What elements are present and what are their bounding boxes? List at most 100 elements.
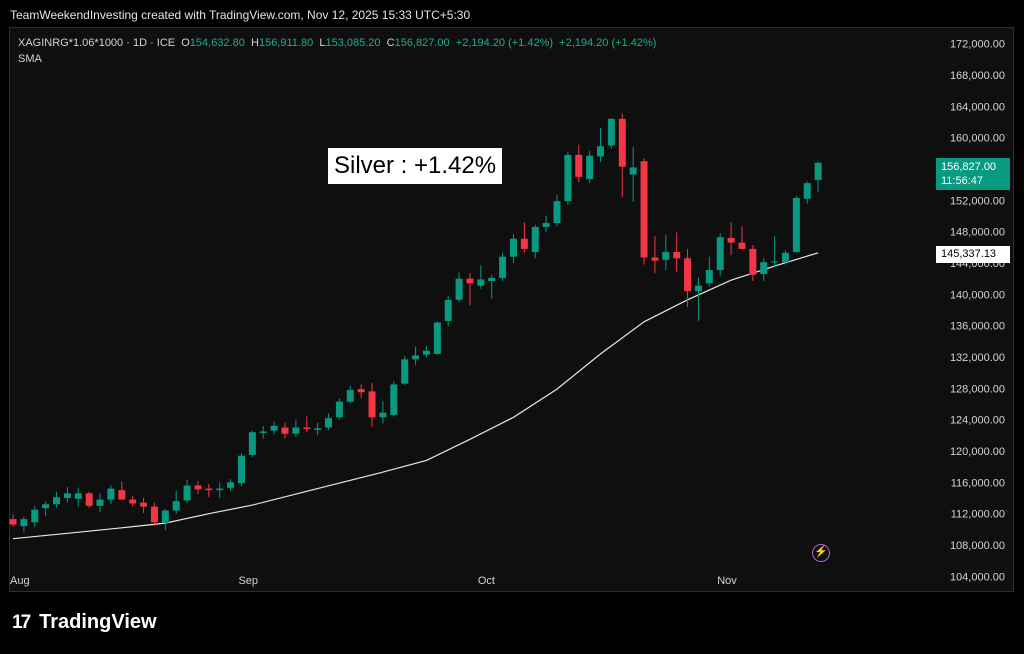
last-price-tag: 156,827.00 11:56:47: [936, 158, 1010, 190]
candle-body: [107, 488, 115, 500]
candle-body: [607, 118, 615, 146]
candle-body: [368, 391, 376, 418]
candle-body: [771, 261, 779, 263]
y-tick-label: 160,000.00: [950, 133, 1005, 145]
candle-body: [531, 226, 539, 253]
candle-body: [814, 162, 822, 180]
y-tick-label: 104,000.00: [950, 571, 1005, 583]
y-tick-label: 128,000.00: [950, 383, 1005, 395]
candle-body: [749, 248, 757, 275]
candle-body: [20, 519, 28, 527]
candle-body: [346, 389, 354, 402]
candle-body: [85, 493, 93, 506]
candle-body: [433, 322, 441, 354]
candle-body: [303, 427, 311, 430]
candle-body: [422, 350, 430, 355]
sma-indicator-label[interactable]: SMA: [18, 53, 42, 65]
bar-countdown: 11:56:47: [941, 175, 984, 187]
candle-body: [335, 401, 343, 418]
sma-line: [12, 252, 819, 540]
candle-body: [760, 262, 768, 274]
candle-body: [716, 237, 724, 271]
candle-body: [270, 425, 278, 431]
x-tick-label: Nov: [717, 575, 737, 587]
symbol-label: XAGINRG*1.06*1000 · 1D · ICE: [18, 37, 176, 49]
candle-body: [401, 359, 409, 384]
candle-body: [42, 504, 50, 509]
candle-body: [738, 242, 746, 249]
y-tick-label: 172,000.00: [950, 39, 1005, 51]
y-tick-label: 108,000.00: [950, 540, 1005, 552]
candle-body: [629, 167, 637, 175]
candle-body: [53, 497, 61, 505]
candle-body: [553, 201, 561, 224]
open-label: O: [181, 37, 190, 49]
y-tick-label: 140,000.00: [950, 289, 1005, 301]
y-tick-label: 132,000.00: [950, 352, 1005, 364]
candle-body: [216, 488, 224, 491]
candle-body: [618, 118, 626, 167]
last-price-value: 156,827.00: [941, 161, 997, 173]
sma-value-tag: 145,337.13: [936, 246, 1010, 263]
y-tick-label: 112,000.00: [951, 509, 1005, 521]
candle-body: [727, 237, 735, 243]
candle-body: [161, 510, 169, 524]
candle-body: [803, 183, 811, 199]
candle-body: [662, 252, 670, 260]
candle-body: [455, 278, 463, 300]
candle-body: [390, 384, 398, 415]
candle-body: [292, 427, 300, 434]
candle-body: [118, 490, 126, 500]
low-label: L: [319, 37, 326, 49]
candle-body: [651, 257, 659, 261]
candle-body: [684, 258, 692, 292]
x-tick-label: Sep: [238, 575, 258, 587]
y-tick-label: 152,000.00: [950, 195, 1005, 207]
candle-body: [575, 154, 583, 177]
close-label: C: [386, 37, 395, 49]
close-value: 156,827.00: [394, 37, 450, 49]
annotation-box[interactable]: Silver : +1.42%: [328, 148, 503, 184]
candle-body: [694, 285, 702, 292]
tradingview-logo: 17 TradingView: [12, 611, 157, 634]
candle-body: [705, 270, 713, 284]
candle-body: [477, 279, 485, 286]
candle-body: [444, 299, 452, 321]
tradingview-wordmark: TradingView: [39, 611, 157, 633]
candle-body: [542, 223, 550, 227]
candle-body: [172, 501, 180, 511]
candle-body: [325, 418, 333, 428]
candle-body: [9, 519, 17, 525]
candle-body: [792, 197, 800, 253]
candle-body: [466, 278, 474, 284]
candle-body: [781, 252, 789, 263]
candle-body: [412, 355, 420, 360]
open-value: 154,632.80: [189, 37, 245, 49]
y-tick-label: 164,000.00: [950, 101, 1005, 113]
tradingview-mark-icon: 17: [12, 611, 31, 633]
x-tick-label: Oct: [478, 575, 495, 587]
candle-body: [586, 155, 594, 180]
candle-body: [150, 506, 158, 523]
candle-body: [314, 428, 322, 430]
y-tick-label: 120,000.00: [950, 446, 1005, 458]
candle-body: [597, 146, 605, 157]
ohlc-legend: XAGINRG*1.06*1000 · 1D · ICE O154,632.80…: [18, 37, 656, 49]
lightning-bolt-icon[interactable]: ⚡: [812, 544, 830, 562]
candle-body: [499, 256, 507, 278]
change-value: +2,194.20 (+1.42%): [455, 37, 554, 49]
candle-body: [183, 485, 191, 501]
candle-body: [673, 252, 681, 259]
x-tick-label: Aug: [10, 575, 30, 587]
low-value: 153,085.20: [325, 37, 381, 49]
chart-credit: TeamWeekendInvesting created with Tradin…: [10, 8, 471, 22]
candle-body: [259, 431, 267, 433]
y-tick-label: 116,000.00: [951, 477, 1005, 489]
y-tick-label: 168,000.00: [950, 70, 1005, 82]
candle-body: [564, 154, 572, 202]
candle-body: [357, 389, 365, 393]
candle-body: [379, 412, 387, 418]
candle-body: [281, 427, 289, 434]
candle-body: [520, 238, 528, 249]
